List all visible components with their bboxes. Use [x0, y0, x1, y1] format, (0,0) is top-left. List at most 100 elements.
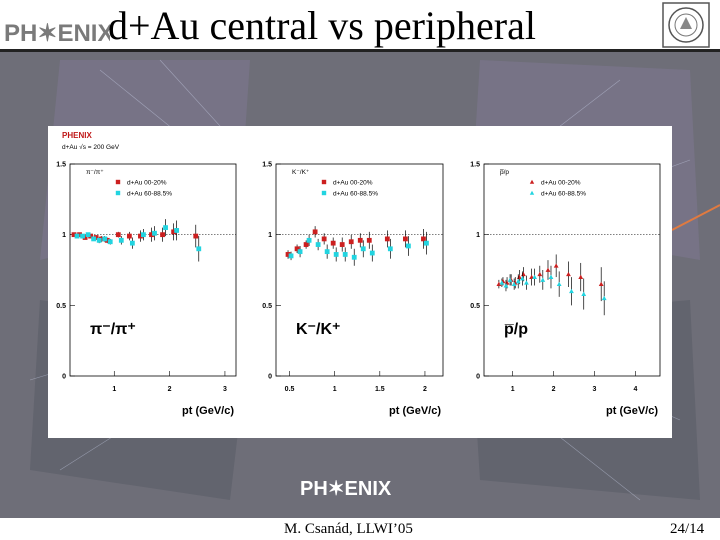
y-tick-label: 1.5 — [56, 162, 66, 169]
title-bar — [0, 0, 720, 52]
data-point — [351, 254, 357, 260]
data-point — [402, 236, 408, 242]
data-point — [118, 237, 124, 243]
data-point — [548, 274, 554, 279]
data-point — [91, 236, 97, 242]
x-tick-label: 2 — [552, 386, 556, 393]
data-point — [339, 242, 345, 247]
legend-marker — [321, 190, 327, 196]
data-point — [496, 281, 502, 287]
legend-label: d+Au 60-88.5% — [333, 191, 378, 198]
data-point — [532, 274, 538, 279]
data-point — [330, 240, 336, 246]
y-tick-label: 0.5 — [262, 303, 272, 310]
data-point — [424, 240, 429, 246]
data-point — [303, 242, 309, 247]
data-point — [115, 232, 121, 238]
legend-marker — [529, 190, 535, 195]
data-point — [366, 237, 372, 243]
plot-frame — [483, 163, 661, 377]
x-tick-label: 1 — [333, 386, 337, 393]
data-point — [141, 232, 146, 238]
data-point — [126, 233, 132, 239]
y-tick-label: 1 — [62, 232, 66, 239]
data-point — [421, 236, 426, 242]
data-point — [519, 276, 525, 281]
data-point — [93, 235, 99, 240]
plot-frame — [275, 163, 444, 377]
x-tick-label: 1 — [112, 386, 116, 393]
legend-label: d+Au 00-20% — [333, 180, 373, 187]
data-point — [598, 281, 604, 287]
ratio-label: K⁻/K⁺ — [296, 321, 340, 338]
data-point — [387, 246, 393, 252]
data-point — [348, 239, 354, 245]
y-tick-label: 0 — [268, 374, 272, 381]
data-point — [357, 237, 363, 243]
y-axis-label: K⁻/K⁺ — [292, 169, 310, 176]
legend-marker — [321, 179, 327, 185]
y-tick-label: 0 — [476, 374, 480, 381]
legend-marker — [529, 179, 535, 184]
x-axis-label: pt (GeV/c) — [182, 405, 234, 417]
x-tick-label: 2 — [168, 386, 172, 393]
svg-text:PH✶ENIX: PH✶ENIX — [4, 20, 110, 47]
page-number: 24/14 — [670, 521, 705, 537]
data-point — [503, 283, 509, 288]
data-point — [405, 243, 411, 249]
data-point — [82, 235, 88, 240]
y-tick-label: 0.5 — [56, 303, 66, 310]
x-tick-label: 2 — [423, 386, 427, 393]
data-point — [71, 232, 77, 238]
y-tick-label: 0 — [62, 374, 66, 381]
title-underline — [0, 49, 720, 52]
y-axis-label: p̅/p — [500, 169, 510, 176]
data-point — [138, 233, 143, 239]
footer-bar — [0, 518, 720, 540]
data-point — [80, 233, 85, 239]
data-point — [545, 267, 551, 272]
data-point — [601, 295, 607, 301]
x-tick-label: 4 — [633, 386, 637, 393]
y-tick-label: 1 — [476, 232, 480, 239]
chart-2: 0 0.5 1 1.5 0.5 1 1.5 2 pt (GeV/c) K⁻/K⁺ K⁻/K⁺ d+Au… — [262, 162, 444, 417]
data-point — [288, 253, 294, 259]
data-point — [515, 278, 521, 284]
data-point — [99, 236, 105, 242]
data-point — [384, 236, 390, 242]
data-point — [321, 236, 327, 242]
data-point — [312, 229, 318, 235]
legend-label: d+Au 00-20% — [541, 180, 581, 187]
author-credit: M. Csanád, LLWI’05 — [284, 521, 413, 537]
data-point — [152, 230, 157, 236]
data-point — [297, 249, 303, 255]
data-point — [85, 232, 91, 238]
data-point — [529, 274, 535, 279]
x-tick-label: 3 — [593, 386, 597, 393]
system-label: d+Au √s = 200 GeV — [62, 143, 120, 151]
data-point — [507, 277, 513, 282]
ratio-label: π⁻/π⁺ — [90, 321, 136, 338]
data-point — [369, 250, 375, 256]
x-axis-label: pt (GeV/c) — [606, 405, 658, 417]
data-point — [360, 246, 366, 252]
y-tick-label: 1.5 — [262, 162, 272, 169]
data-point — [537, 271, 543, 277]
data-point — [342, 252, 348, 257]
legend-label: d+Au 60-88.5% — [541, 191, 586, 198]
data-point — [294, 246, 300, 252]
data-point — [511, 281, 517, 287]
data-point — [516, 274, 522, 279]
data-point — [163, 225, 168, 230]
data-point — [556, 281, 562, 287]
data-point — [553, 263, 559, 268]
data-point — [102, 236, 108, 242]
data-point — [315, 242, 321, 247]
x-tick-label: 1 — [511, 386, 515, 393]
data-point — [578, 274, 584, 279]
legend-label: d+Au 60-88.5% — [127, 191, 172, 198]
university-seal-icon — [662, 2, 710, 48]
chart-1: 0 0.5 1 1.5 1 2 3 pt (GeV/c) π⁻/π⁺ π⁻/π⁺ d+Au 00-2… — [56, 162, 237, 417]
data-point — [306, 237, 312, 243]
data-point — [324, 249, 330, 255]
